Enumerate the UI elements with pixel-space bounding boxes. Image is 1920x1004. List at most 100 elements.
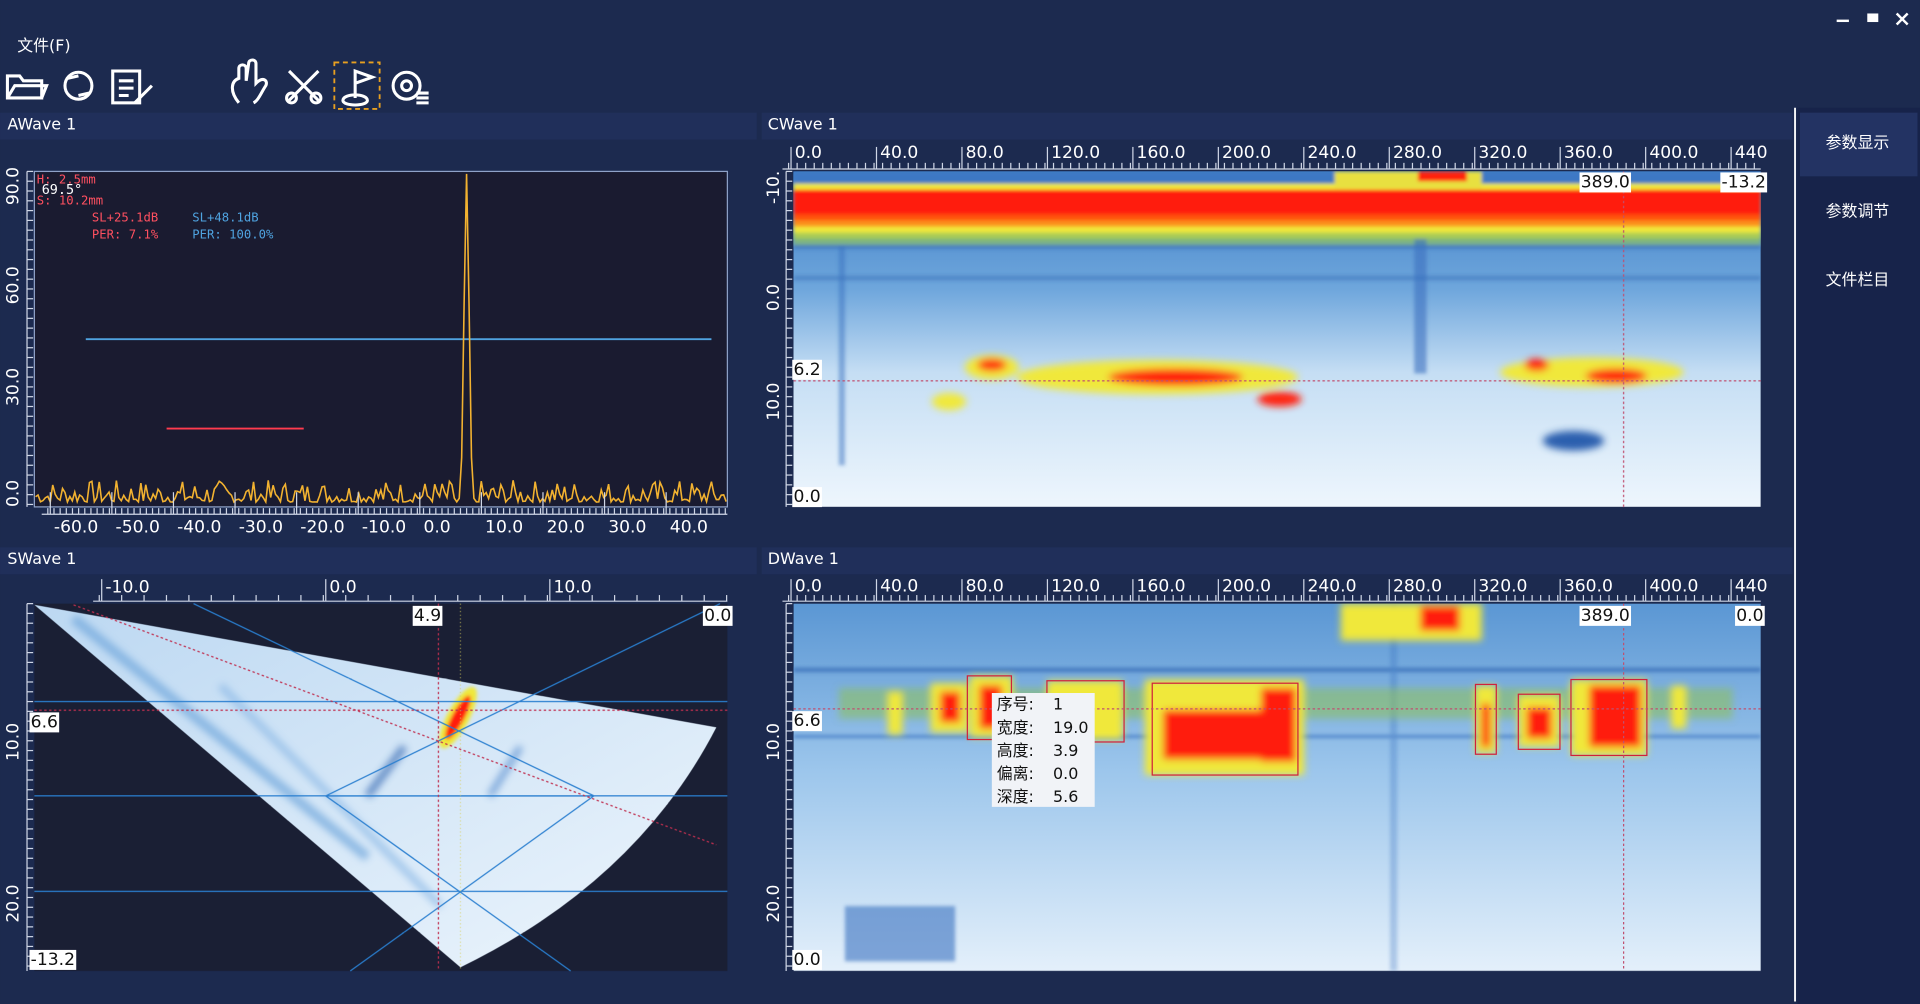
x-tick-label: 0.0: [423, 518, 450, 538]
panel-headers-part: [0, 547, 757, 575]
x-tick-label: 0.0: [795, 143, 822, 163]
toolbar-part[interactable]: [63, 70, 94, 101]
x-tick-label: 320.0: [1478, 576, 1527, 596]
x-tick-label: 10.0: [485, 518, 523, 538]
toolbar-part[interactable]: [416, 91, 429, 105]
x-tick-label: -10.0: [362, 518, 406, 538]
c-scan-image-part-part: [1585, 368, 1647, 384]
c-scan-image-part-part: [793, 171, 1761, 187]
x-tick-label: -50.0: [116, 518, 160, 538]
panel-title: SWave 1: [7, 549, 76, 568]
toolbar-part[interactable]: [111, 69, 142, 105]
tooltip-label: 深度:: [997, 787, 1034, 806]
gate-a-text: SL+25.1dB: [92, 210, 158, 224]
c-scan-image-part-part: [793, 244, 1761, 249]
y-tick-label: 0.0: [764, 284, 784, 311]
s-scan-image-part-part: [487, 745, 524, 798]
s-scan-image: [34, 604, 717, 968]
defect-boxes-part: [1474, 683, 1497, 755]
x-tick-label: 400.0: [1649, 576, 1698, 596]
d-scan-image-part-part: [1671, 685, 1687, 729]
cursor-value: 0.0: [793, 487, 820, 507]
y-tick-label: 60.0: [4, 266, 24, 304]
cursor-value-box: [792, 359, 822, 380]
x-tick-label: 0.0: [795, 576, 822, 596]
toolbar-part[interactable]: [400, 79, 414, 93]
window-controls[interactable]: [1836, 12, 1909, 26]
d-scan-image-part-part: [940, 691, 960, 723]
y-tick-label: 10.0: [4, 723, 24, 761]
toolbar[interactable]: [5, 58, 429, 110]
tooltip-value: 19.0: [1053, 718, 1088, 737]
x-tick-label: 40.0: [880, 143, 918, 163]
toolbar-part[interactable]: [67, 74, 90, 97]
panel-title: AWave 1: [7, 114, 76, 133]
menu-file[interactable]: 文件(F): [17, 36, 70, 55]
sidebar-item[interactable]: 参数显示: [1826, 133, 1890, 152]
c-scan-image: [793, 171, 1761, 507]
cursor-value: 6.6: [793, 711, 820, 731]
cursor-value-box: [1579, 605, 1632, 626]
x-tick-label: 120.0: [1051, 143, 1100, 163]
x-tick-label: 0.0: [329, 578, 356, 598]
c-scan-image-part: [793, 171, 1761, 466]
y-tick-label: 10.0: [764, 383, 784, 421]
cursor-value: 389.0: [1581, 172, 1630, 192]
x-tick-label: 40.0: [880, 576, 918, 596]
tooltip-value: 3.9: [1053, 741, 1078, 760]
cursor-value-box: [412, 605, 443, 626]
toolbar-part[interactable]: [5, 74, 49, 100]
x-tick-label: -20.0: [300, 518, 344, 538]
cursor-value-box: [1720, 172, 1768, 193]
x-tick-label: 160.0: [1137, 576, 1186, 596]
c-scan-image-part-part: [931, 393, 967, 411]
toolbar-part[interactable]: [118, 79, 153, 104]
cursor-value: -13.2: [31, 950, 75, 970]
panel-headers-part: [761, 112, 1793, 140]
x-tick-label: 80.0: [966, 576, 1004, 596]
tooltip-label: 宽度:: [997, 718, 1034, 737]
panel-title: DWave 1: [768, 549, 839, 568]
cursor-value: 6.2: [793, 360, 820, 380]
c-scan-image-part-part: [793, 214, 1761, 227]
x-tick-label: 10.0: [554, 578, 592, 598]
cursor-value: 0.0: [704, 606, 731, 626]
d-scan-image-part-part: [887, 691, 903, 735]
a-scan-waveform: [35, 173, 727, 506]
y-tick-label: 30.0: [4, 368, 24, 406]
toolbar-part[interactable]: [341, 68, 377, 107]
x-tick-label: -60.0: [54, 518, 98, 538]
y-tick-label: 10.0: [764, 723, 784, 761]
d-scan-image-part-part: [1389, 603, 1398, 971]
cursor-value-box: [792, 949, 822, 970]
x-tick-label: 280.0: [1393, 576, 1442, 596]
toolbar-part[interactable]: [309, 91, 323, 105]
d-scan-image-part-part: [793, 667, 1761, 673]
cursor-value: 0.0: [1736, 606, 1763, 626]
tooltip-label: 高度:: [997, 741, 1034, 760]
toolbar-part[interactable]: [287, 69, 320, 102]
s-scan-overlay: [34, 603, 728, 972]
x-tick-label: 400.0: [1649, 143, 1698, 163]
sidebar-item[interactable]: 文件栏目: [1826, 270, 1890, 289]
x-tick-label: 200.0: [1222, 143, 1271, 163]
sidebar-item[interactable]: 参数调节: [1826, 201, 1890, 220]
x-tick-label: 240.0: [1307, 576, 1356, 596]
window-controls-part[interactable]: [1867, 13, 1879, 23]
cursor-value: 0.0: [793, 950, 820, 970]
cursor-value-box: [1579, 172, 1632, 193]
c-scan-image-part-part: [1524, 358, 1549, 371]
toolbar-part[interactable]: [230, 58, 268, 105]
toolbar-part[interactable]: [285, 91, 298, 105]
s-scan-image-part-part: [445, 695, 471, 740]
c-scan-image-part-part: [1257, 391, 1302, 407]
s-scan-image-part-part: [364, 744, 408, 799]
y-tick-label: 0.0: [4, 480, 24, 507]
toolbar-part[interactable]: [391, 70, 422, 101]
window-controls-part[interactable]: [1895, 12, 1909, 26]
tooltip-label: 偏离:: [997, 764, 1034, 783]
d-scan-image-part-part: [1420, 606, 1460, 631]
toolbar-part[interactable]: [333, 61, 381, 110]
